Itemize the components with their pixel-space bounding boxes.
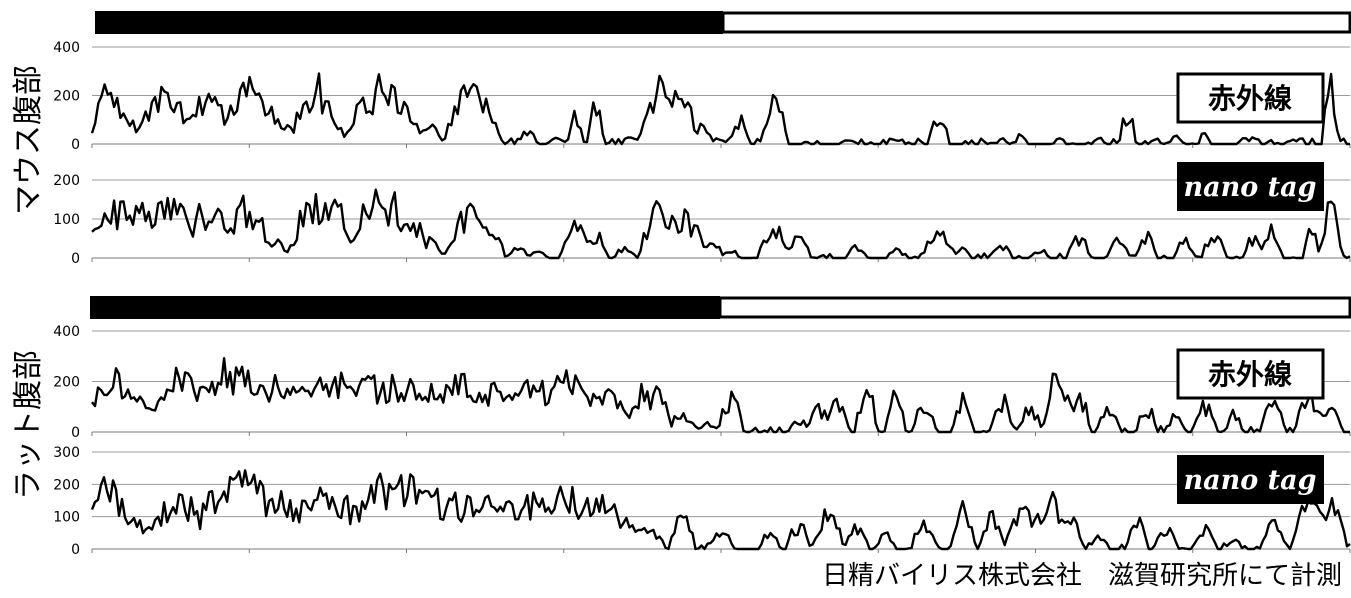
y-tick-label: 300	[53, 445, 80, 461]
mouse-light-phase-bar	[721, 11, 1351, 34]
mouse-infrared-panel: 0 200 400	[53, 40, 1351, 153]
mouse-nanotag-label: nano tag	[1183, 172, 1316, 203]
mouse-nanotag-label-box: nano tag	[1177, 162, 1324, 211]
y-tick-label: 100	[53, 510, 80, 526]
mouse-ylabel: マウス腹部	[11, 65, 46, 215]
y-tick-label: 0	[71, 137, 80, 153]
y-tick-label: 400	[53, 40, 80, 56]
activity-series-line	[90, 72, 1350, 146]
mouse-dark-phase-bar	[95, 11, 723, 34]
rat-nanotag-label: nano tag	[1183, 465, 1316, 496]
rat-infrared-label-box: 赤外線	[1176, 348, 1325, 400]
rat-light-phase-bar	[718, 296, 1351, 319]
rat-infrared-label: 赤外線	[1208, 358, 1292, 391]
activity-series-line	[90, 469, 1351, 551]
y-tick-label: 100	[53, 212, 80, 228]
y-tick-label: 200	[53, 375, 80, 391]
y-tick-label: 200	[53, 173, 80, 189]
y-tick-label: 200	[53, 89, 80, 105]
y-tick-label: 0	[71, 251, 80, 267]
mouse-group: マウス腹部	[11, 11, 1351, 215]
measurement-credit: 日精バイリス株式会社 滋賀研究所にて計測	[822, 561, 1342, 591]
rat-ylabel: ラット腹部	[11, 350, 46, 500]
activity-series-line	[91, 188, 1351, 260]
y-tick-label: 0	[71, 542, 80, 558]
rat-group: ラット腹部	[11, 296, 1351, 500]
y-tick-label: 400	[53, 324, 80, 340]
rat-nanotag-panel: 0 100 200 300	[53, 445, 1351, 558]
rat-nanotag-label-box: nano tag	[1177, 455, 1324, 504]
y-tick-label: 200	[53, 477, 80, 493]
mouse-infrared-label-box: 赤外線	[1176, 72, 1325, 124]
mouse-infrared-label: 赤外線	[1208, 82, 1292, 115]
mouse-nanotag-panel: 0 100 200	[53, 173, 1351, 267]
rat-dark-phase-bar	[90, 296, 720, 319]
rat-infrared-panel: 0 200 400	[53, 324, 1351, 441]
y-tick-label: 0	[71, 425, 80, 441]
activity-series-line	[91, 357, 1350, 434]
